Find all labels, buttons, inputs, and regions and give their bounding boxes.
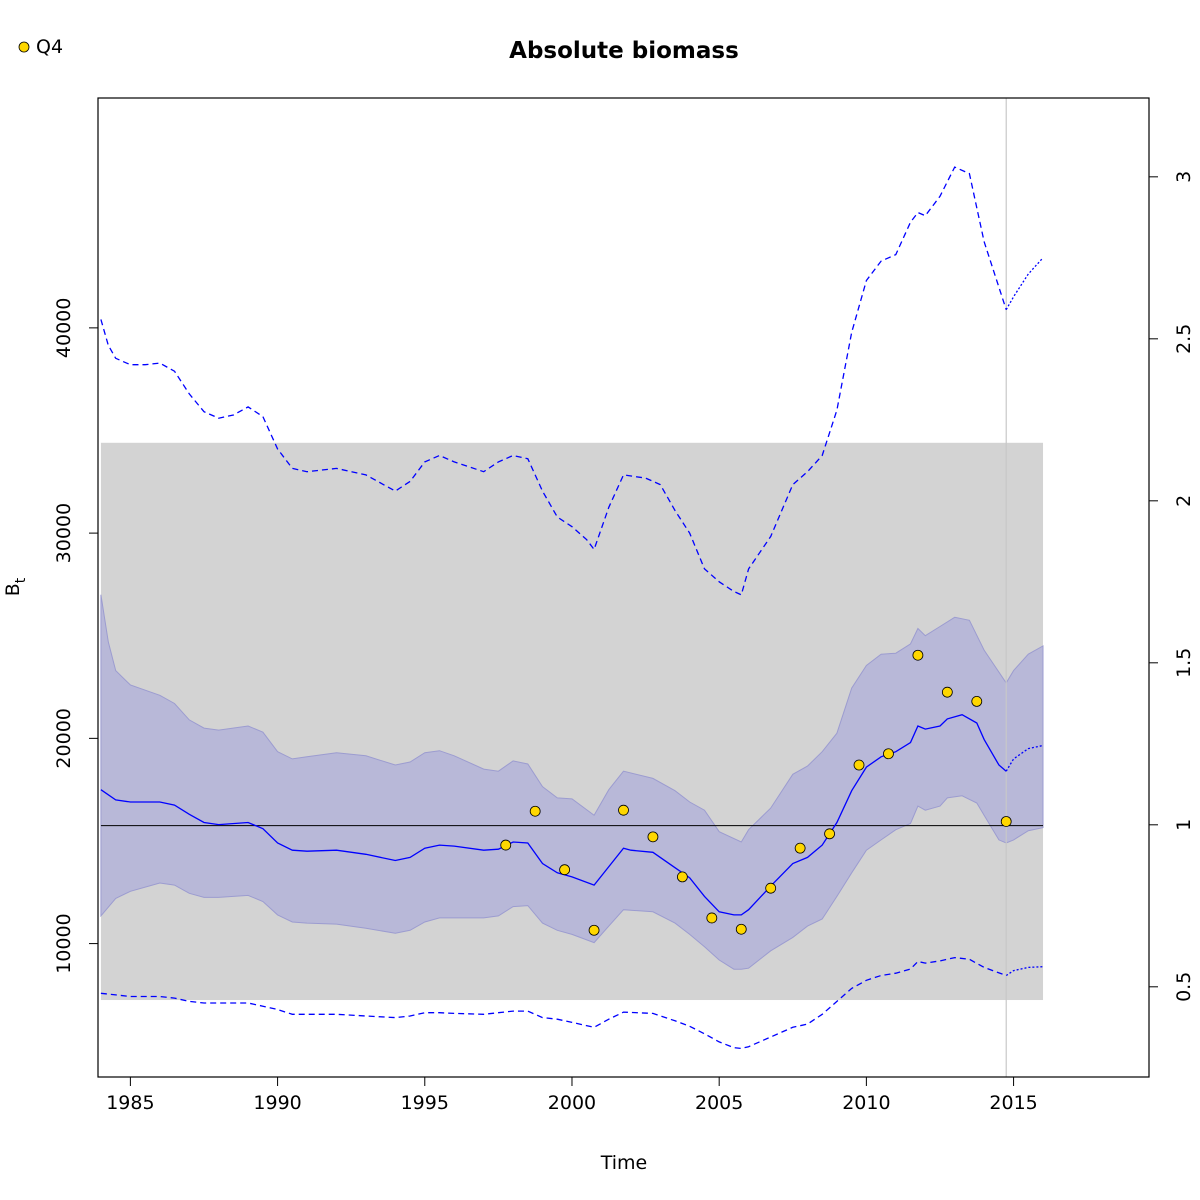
- y-axis-title-subscript: t: [13, 577, 29, 583]
- x-tick-label: 1995: [401, 1092, 449, 1114]
- y-tick-label: 10000: [53, 913, 75, 973]
- y-axis-title-group: Bt: [2, 577, 29, 596]
- y2-tick-label: 2: [1173, 495, 1195, 507]
- data-point: [529, 805, 541, 817]
- data-point: [588, 924, 600, 936]
- data-point: [1000, 816, 1012, 827]
- x-axis-title: Time: [600, 1152, 648, 1174]
- y-axis-title: B: [2, 583, 24, 596]
- x-tick-label: 1990: [253, 1092, 301, 1114]
- y-tick-label: 40000: [53, 298, 75, 358]
- x-tick-label: 2000: [548, 1092, 596, 1114]
- data-point: [883, 748, 894, 760]
- relative-lower-projection-line: [1005, 966, 1044, 977]
- chart-title: Absolute biomass: [509, 38, 739, 64]
- data-point: [706, 912, 718, 924]
- series-lines-group: [100, 98, 1044, 1077]
- data-point: [824, 828, 835, 840]
- y2-tick-label: 2.5: [1173, 324, 1195, 354]
- data-point: [500, 839, 512, 851]
- data-point: [912, 649, 924, 661]
- relative-lower-line: [100, 956, 1007, 1050]
- y2-tick-label: 1.5: [1173, 648, 1195, 678]
- data-point: [794, 842, 806, 854]
- data-point: [647, 831, 659, 843]
- data-point: [559, 864, 571, 876]
- data-point: [971, 696, 983, 707]
- relative-upper-line: [100, 166, 1007, 596]
- legend-marker-q4: [18, 41, 30, 53]
- legend-label-q4: Q4: [36, 36, 63, 58]
- legend: Q4: [18, 36, 63, 58]
- data-point: [735, 923, 747, 935]
- x-tick-label: 2005: [695, 1092, 743, 1114]
- confidence-interval-group: [100, 594, 1044, 970]
- data-point: [618, 804, 629, 816]
- data-point: [765, 882, 777, 894]
- x-tick-label: 1985: [106, 1092, 154, 1114]
- observation-points-group: [500, 649, 1012, 936]
- y2-tick-label: 1: [1173, 819, 1195, 831]
- y2-tick-label: 0.5: [1173, 972, 1195, 1002]
- ci-band: [100, 594, 1044, 970]
- x-tick-label: 2015: [989, 1092, 1037, 1114]
- axes-group: 1985 1990 1995 2000 2005 2010 2015100002000030…: [53, 171, 1195, 1114]
- data-point: [941, 686, 953, 698]
- relative-upper-projection-line: [1005, 257, 1044, 311]
- y2-tick-label: 3: [1173, 171, 1195, 183]
- estimate-line: [100, 714, 1007, 916]
- data-point: [853, 759, 865, 771]
- y-tick-label: 30000: [53, 503, 75, 563]
- data-point: [676, 871, 688, 883]
- svg-text:Bt: Bt: [2, 577, 29, 596]
- y-tick-label: 20000: [53, 708, 75, 768]
- x-tick-label: 2010: [842, 1092, 890, 1114]
